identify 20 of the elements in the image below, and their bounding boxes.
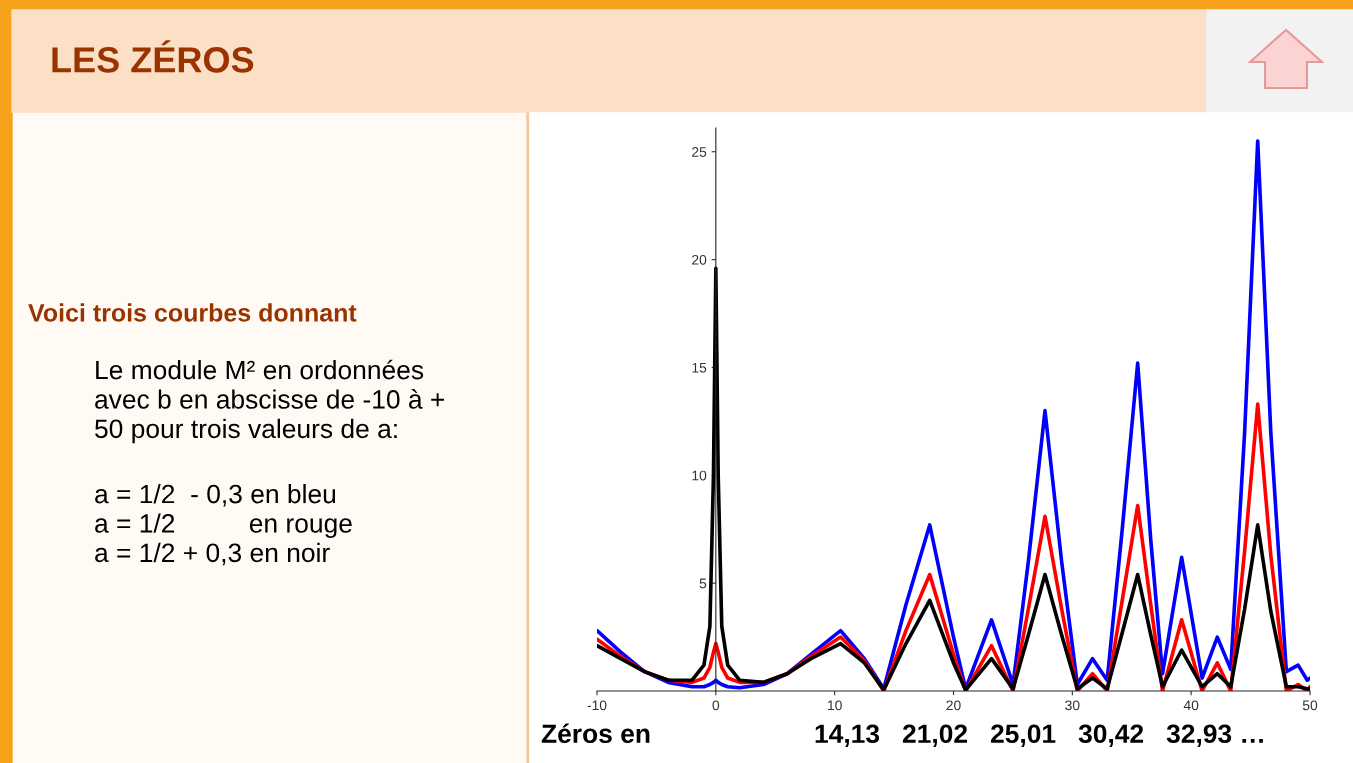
x-tick-label: 30: [1065, 700, 1080, 711]
text: 14,13 21,02 25,01 30,42 32,93 …: [815, 724, 1263, 747]
text: LES ZÉROS: [52, 40, 254, 73]
y-tick-label: 10: [692, 470, 707, 481]
text: Voici trois courbes donnant: [28, 303, 357, 322]
x-tick-label: 10: [828, 700, 842, 711]
x-tick-label: 50: [1302, 700, 1318, 711]
y-tick-label: 25: [692, 147, 707, 157]
x-tick-label: 40: [1183, 700, 1199, 711]
line-series: [597, 139, 1310, 691]
y-tick-label: 15: [692, 362, 707, 373]
line-series: [597, 266, 1310, 691]
text: Zéros en: [541, 723, 650, 744]
y-tick-label: 20: [692, 254, 707, 265]
x-tick-label: -10: [587, 700, 607, 711]
text: a = 1/2 - 0,3 en bleu a = 1/2 en rouge a = 1/2 + 0,3 en noir: [95, 484, 352, 566]
y-tick-label: 5: [699, 578, 707, 589]
x-tick-label: 0: [712, 700, 720, 711]
text: Le module M² en ordonnées avec b en abscisse de -10 à + 50 pour trois valeurs de a:: [95, 359, 445, 444]
x-tick-label: 20: [946, 700, 961, 711]
